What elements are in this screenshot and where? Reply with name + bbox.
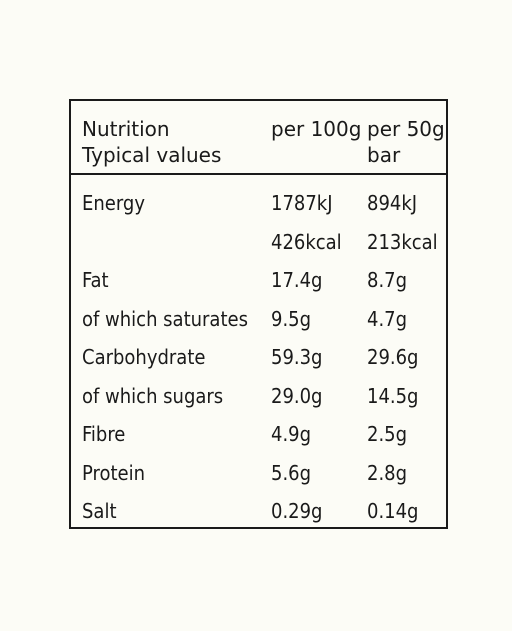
row-value-per-100g: 426kcal xyxy=(271,229,342,254)
table-row: of which saturates 9.5g 4.7g xyxy=(71,304,446,343)
row-label: Fibre xyxy=(82,422,126,446)
row-label: Protein xyxy=(82,460,145,485)
row-label: Energy xyxy=(82,191,145,215)
table-row: Fibre 4.9g 2.5g xyxy=(71,419,446,458)
table-header: Nutrition Typical values per 100g per 50… xyxy=(71,101,446,175)
row-value-per-100g: 29.0g xyxy=(271,383,323,408)
row-value-per-100g: 1787kJ xyxy=(271,191,333,215)
row-value-per-bar: 2.5g xyxy=(367,422,408,446)
row-value-per-bar: 894kJ xyxy=(367,191,418,215)
header-label: Nutrition Typical values xyxy=(82,116,221,168)
row-label: Salt xyxy=(82,499,117,523)
row-label: Fat xyxy=(82,268,109,292)
row-value-per-bar: 14.5g xyxy=(367,383,419,408)
header-subtitle: Typical values xyxy=(82,143,222,167)
table-row: Salt 0.29g 0.14g xyxy=(71,496,446,535)
header-per-bar-line2: bar xyxy=(367,143,401,167)
table-body: Energy 1787kJ 894kJ 426kcal 213kcal Fat … xyxy=(71,188,446,535)
row-value-per-bar: 2.8g xyxy=(367,460,408,485)
table-row: Protein 5.6g 2.8g xyxy=(71,458,446,497)
table-row: Fat 17.4g 8.7g xyxy=(71,265,446,304)
table-row: of which sugars 29.0g 14.5g xyxy=(71,381,446,420)
table-row: Carbohydrate 59.3g 29.6g xyxy=(71,342,446,381)
row-value-per-bar: 29.6g xyxy=(367,345,419,369)
header-per-bar-line1: per 50g xyxy=(367,117,445,141)
row-value-per-bar: 213kcal xyxy=(367,229,438,254)
row-value-per-100g: 0.29g xyxy=(271,499,323,523)
header-per-100g: per 100g xyxy=(271,117,362,141)
row-label: of which sugars xyxy=(82,383,224,408)
row-value-per-100g: 5.6g xyxy=(271,460,312,485)
table-row: 426kcal 213kcal xyxy=(71,227,446,266)
row-label: Carbohydrate xyxy=(82,345,206,369)
header-per-bar: per 50g bar xyxy=(367,116,447,168)
row-value-per-100g: 4.9g xyxy=(271,422,312,446)
row-value-per-100g: 17.4g xyxy=(271,268,323,292)
nutrition-table: Nutrition Typical values per 100g per 50… xyxy=(69,99,448,529)
row-label: of which saturates xyxy=(82,306,248,331)
row-value-per-bar: 8.7g xyxy=(367,268,408,292)
row-value-per-100g: 59.3g xyxy=(271,345,323,369)
header-title: Nutrition xyxy=(82,117,170,141)
row-value-per-bar: 4.7g xyxy=(367,306,408,331)
row-value-per-100g: 9.5g xyxy=(271,306,312,331)
table-row: Energy 1787kJ 894kJ xyxy=(71,188,446,227)
row-value-per-bar: 0.14g xyxy=(367,499,419,523)
